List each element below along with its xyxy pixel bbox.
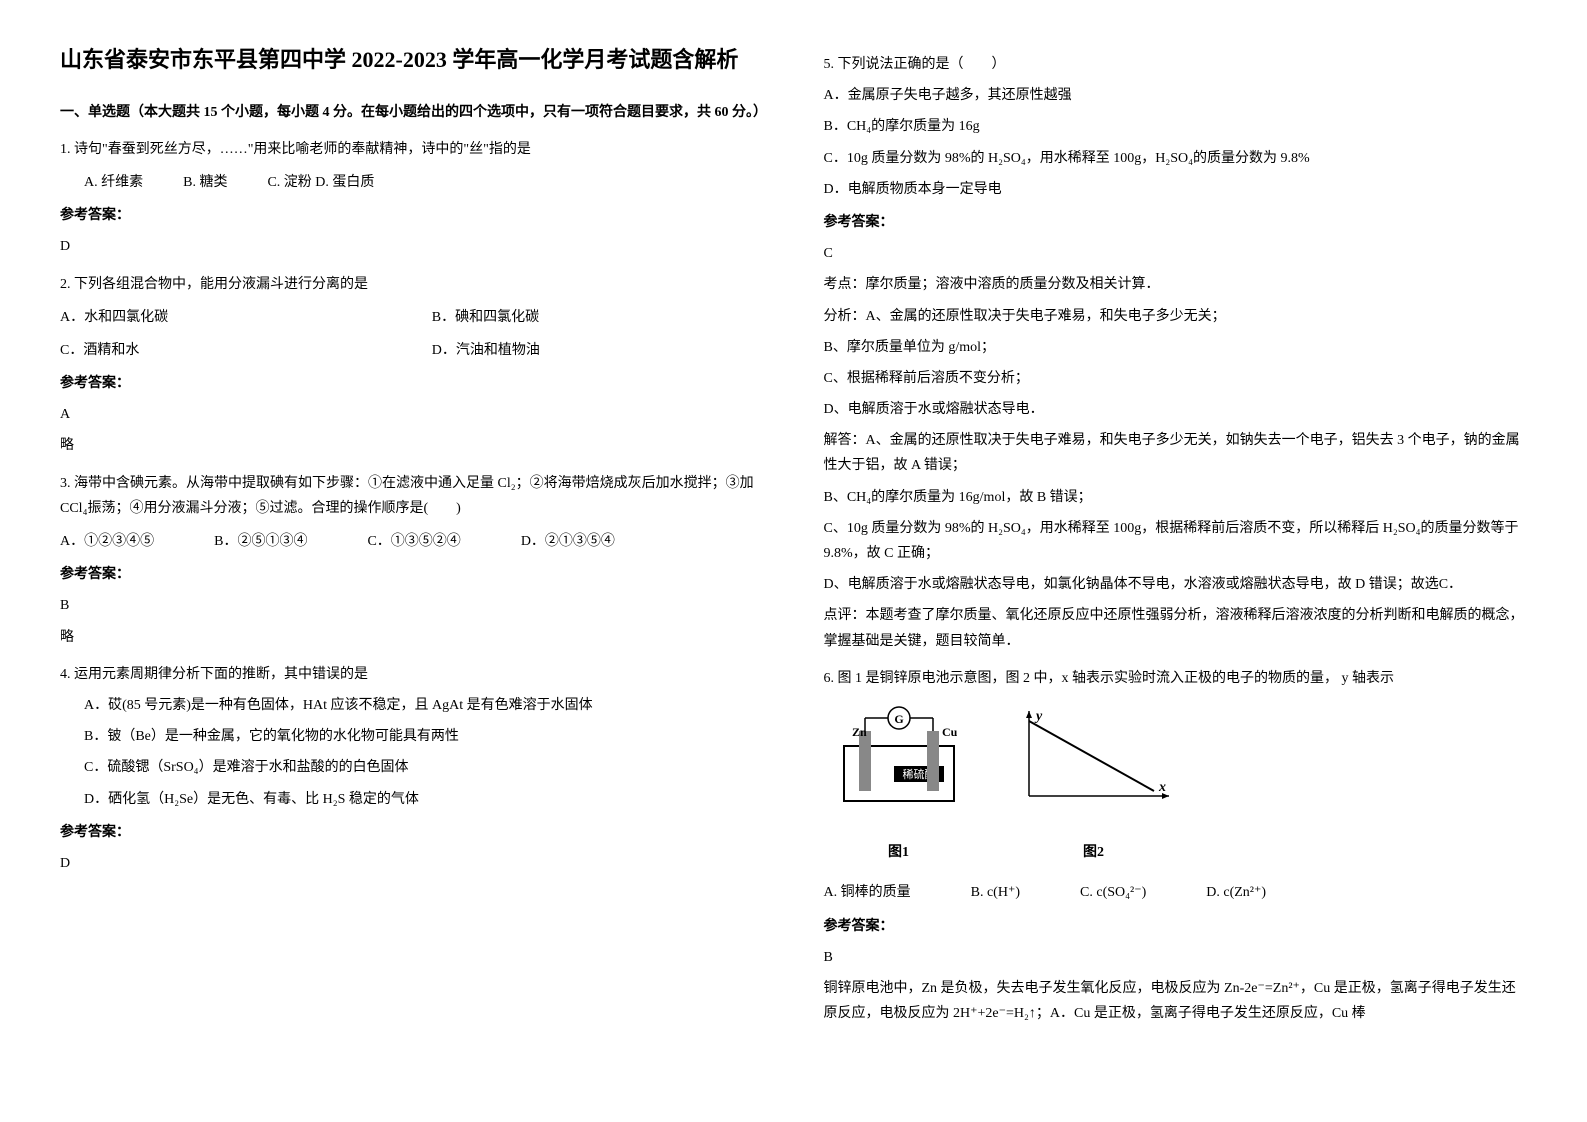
q4-stem: 4. 运用元素周期律分析下面的推断，其中错误的是 — [60, 662, 764, 687]
figure-2-wrapper: y x 图2 — [1014, 706, 1174, 865]
q6-options: A. 铜棒的质量 B. c(H⁺) C. c(SO₄²⁻) D. c(Zn²⁺) — [824, 880, 1528, 905]
q1-ans-label: 参考答案： — [60, 203, 764, 228]
q5-opt-d: D．电解质物质本身一定导电 — [824, 177, 1528, 202]
q5-exp-6: B、CH₄的摩尔质量为 16g/mol，故 B 错误； — [824, 485, 1528, 510]
q6-stem: 6. 图 1 是铜锌原电池示意图，图 2 中，x 轴表示实验时流入正极的电子的物… — [824, 666, 1528, 691]
q2-opt-d: D．汽油和植物油 — [432, 338, 764, 363]
q3-opt-c: C．①③⑤②④ — [367, 529, 460, 554]
q5-exp-1: 分析：A、金属的还原性取决于失电子难易，和失电子多少无关； — [824, 304, 1528, 329]
q5-exp-4: D、电解质溶于水或熔融状态导电． — [824, 397, 1528, 422]
cu-label: Cu — [942, 725, 958, 739]
q1-opt-cd: C. 淀粉 D. 蛋白质 — [267, 170, 374, 195]
q2-ans-label: 参考答案： — [60, 371, 764, 396]
figures-row: 稀硫酸 Zn Cu G — [824, 706, 1528, 865]
q2-ans: A — [60, 402, 764, 427]
q4-opt-c: C．硫酸锶（SrSO₄）是难溶于水和盐酸的的白色固体 — [84, 755, 764, 780]
q4-opt-a: A．砹(85 号元素)是一种有色固体，HAt 应该不稳定，且 AgAt 是有色难… — [84, 693, 764, 718]
y-axis-label: y — [1034, 709, 1043, 724]
question-3: 3. 海带中含碘元素。从海带中提取碘有如下步骤：①在滤液中通入足量 Cl₂；②将… — [60, 471, 764, 650]
q5-ans-label: 参考答案： — [824, 210, 1528, 235]
q5-ans: C — [824, 241, 1528, 266]
q2-opt-a: A．水和四氯化碳 — [60, 305, 392, 330]
q5-opt-c: C．10g 质量分数为 98%的 H₂SO₄，用水稀释至 100g，H₂SO₄的… — [824, 146, 1528, 171]
q4-ans: D — [60, 851, 764, 876]
q3-options: A．①②③④⑤ B．②⑤①③④ C．①③⑤②④ D．②①③⑤④ — [60, 529, 764, 554]
q6-opt-b: B. c(H⁺) — [971, 880, 1020, 905]
q3-opt-b: B．②⑤①③④ — [214, 529, 307, 554]
question-4: 4. 运用元素周期律分析下面的推断，其中错误的是 A．砹(85 号元素)是一种有… — [60, 662, 764, 876]
left-column: 山东省泰安市东平县第四中学 2022-2023 学年高一化学月考试题含解析 一、… — [60, 40, 764, 1038]
q2-note: 略 — [60, 433, 764, 458]
q4-opt-b: B．铍（Be）是一种金属，它的氧化物的水化物可能具有两性 — [84, 724, 764, 749]
q1-options: A. 纤维素 B. 糖类 C. 淀粉 D. 蛋白质 — [60, 170, 764, 195]
q5-exp-0: 考点：摩尔质量；溶液中溶质的质量分数及相关计算． — [824, 272, 1528, 297]
question-5: 5. 下列说法正确的是（ ） A．金属原子失电子越多，其还原性越强 B．CH₄的… — [824, 52, 1528, 654]
question-2: 2. 下列各组混合物中，能用分液漏斗进行分离的是 A．水和四氯化碳 B．碘和四氯… — [60, 272, 764, 459]
q2-options: A．水和四氯化碳 B．碘和四氯化碳 C．酒精和水 D．汽油和植物油 — [60, 305, 764, 363]
exam-title: 山东省泰安市东平县第四中学 2022-2023 学年高一化学月考试题含解析 — [60, 40, 764, 80]
q4-opt-d: D．硒化氢（H₂Se）是无色、有毒、比 H₂S 稳定的气体 — [84, 787, 764, 812]
q6-ans: B — [824, 945, 1528, 970]
question-6: 6. 图 1 是铜锌原电池示意图，图 2 中，x 轴表示实验时流入正极的电子的物… — [824, 666, 1528, 1027]
q1-ans: D — [60, 234, 764, 259]
q1-opt-a: A. 纤维素 — [84, 170, 143, 195]
meter-label: G — [894, 712, 903, 726]
q5-exp-5: 解答：A、金属的还原性取决于失电子难易，和失电子多少无关，如钠失去一个电子，铝失… — [824, 428, 1528, 478]
q5-exp-8: D、电解质溶于水或熔融状态导电，如氯化钠晶体不导电，水溶液或熔融状态导电，故 D… — [824, 572, 1528, 597]
q6-opt-d: D. c(Zn²⁺) — [1206, 880, 1266, 905]
q5-exp-9: 点评：本题考查了摩尔质量、氧化还原反应中还原性强弱分析，溶液稀释后溶液浓度的分析… — [824, 603, 1528, 653]
figure-1-wrapper: 稀硫酸 Zn Cu G — [824, 706, 974, 865]
q5-exp-3: C、根据稀释前后溶质不变分析； — [824, 366, 1528, 391]
q5-stem: 5. 下列说法正确的是（ ） — [824, 52, 1528, 77]
figure-2-svg: y x — [1014, 706, 1174, 826]
q6-explain: 铜锌原电池中，Zn 是负极，失去电子发生氧化反应，电极反应为 Zn-2e⁻=Zn… — [824, 976, 1528, 1026]
section-header: 一、单选题（本大题共 15 个小题，每小题 4 分。在每小题给出的四个选项中，只… — [60, 100, 764, 125]
q3-note: 略 — [60, 625, 764, 650]
figure-1-svg: 稀硫酸 Zn Cu G — [824, 706, 974, 826]
q3-ans-label: 参考答案： — [60, 562, 764, 587]
q2-stem: 2. 下列各组混合物中，能用分液漏斗进行分离的是 — [60, 272, 764, 297]
q3-opt-a: A．①②③④⑤ — [60, 529, 154, 554]
q5-opt-a: A．金属原子失电子越多，其还原性越强 — [824, 83, 1528, 108]
page-container: 山东省泰安市东平县第四中学 2022-2023 学年高一化学月考试题含解析 一、… — [60, 40, 1527, 1038]
q5-exp-7: C、10g 质量分数为 98%的 H₂SO₄，用水稀释至 100g，根据稀释前后… — [824, 516, 1528, 566]
fig2-label: 图2 — [1014, 840, 1174, 865]
q3-ans: B — [60, 593, 764, 618]
q5-exp-2: B、摩尔质量单位为 g/mol； — [824, 335, 1528, 360]
q5-opt-b: B．CH₄的摩尔质量为 16g — [824, 114, 1528, 139]
q2-opt-b: B．碘和四氯化碳 — [432, 305, 764, 330]
q4-ans-label: 参考答案： — [60, 820, 764, 845]
q1-stem: 1. 诗句"春蚕到死丝方尽，……"用来比喻老师的奉献精神，诗中的"丝"指的是 — [60, 137, 764, 162]
q3-stem: 3. 海带中含碘元素。从海带中提取碘有如下步骤：①在滤液中通入足量 Cl₂；②将… — [60, 471, 764, 521]
q6-opt-a: A. 铜棒的质量 — [824, 880, 911, 905]
q4-options: A．砹(85 号元素)是一种有色固体，HAt 应该不稳定，且 AgAt 是有色难… — [60, 693, 764, 812]
question-1: 1. 诗句"春蚕到死丝方尽，……"用来比喻老师的奉献精神，诗中的"丝"指的是 A… — [60, 137, 764, 260]
q6-ans-label: 参考答案： — [824, 914, 1528, 939]
q1-opt-b: B. 糖类 — [183, 170, 227, 195]
x-axis-label: x — [1158, 780, 1166, 795]
right-column: 5. 下列说法正确的是（ ） A．金属原子失电子越多，其还原性越强 B．CH₄的… — [824, 40, 1528, 1038]
q3-opt-d: D．②①③⑤④ — [521, 529, 615, 554]
fig1-label: 图1 — [824, 840, 974, 865]
q2-opt-c: C．酒精和水 — [60, 338, 392, 363]
q6-opt-c: C. c(SO₄²⁻) — [1080, 880, 1146, 905]
